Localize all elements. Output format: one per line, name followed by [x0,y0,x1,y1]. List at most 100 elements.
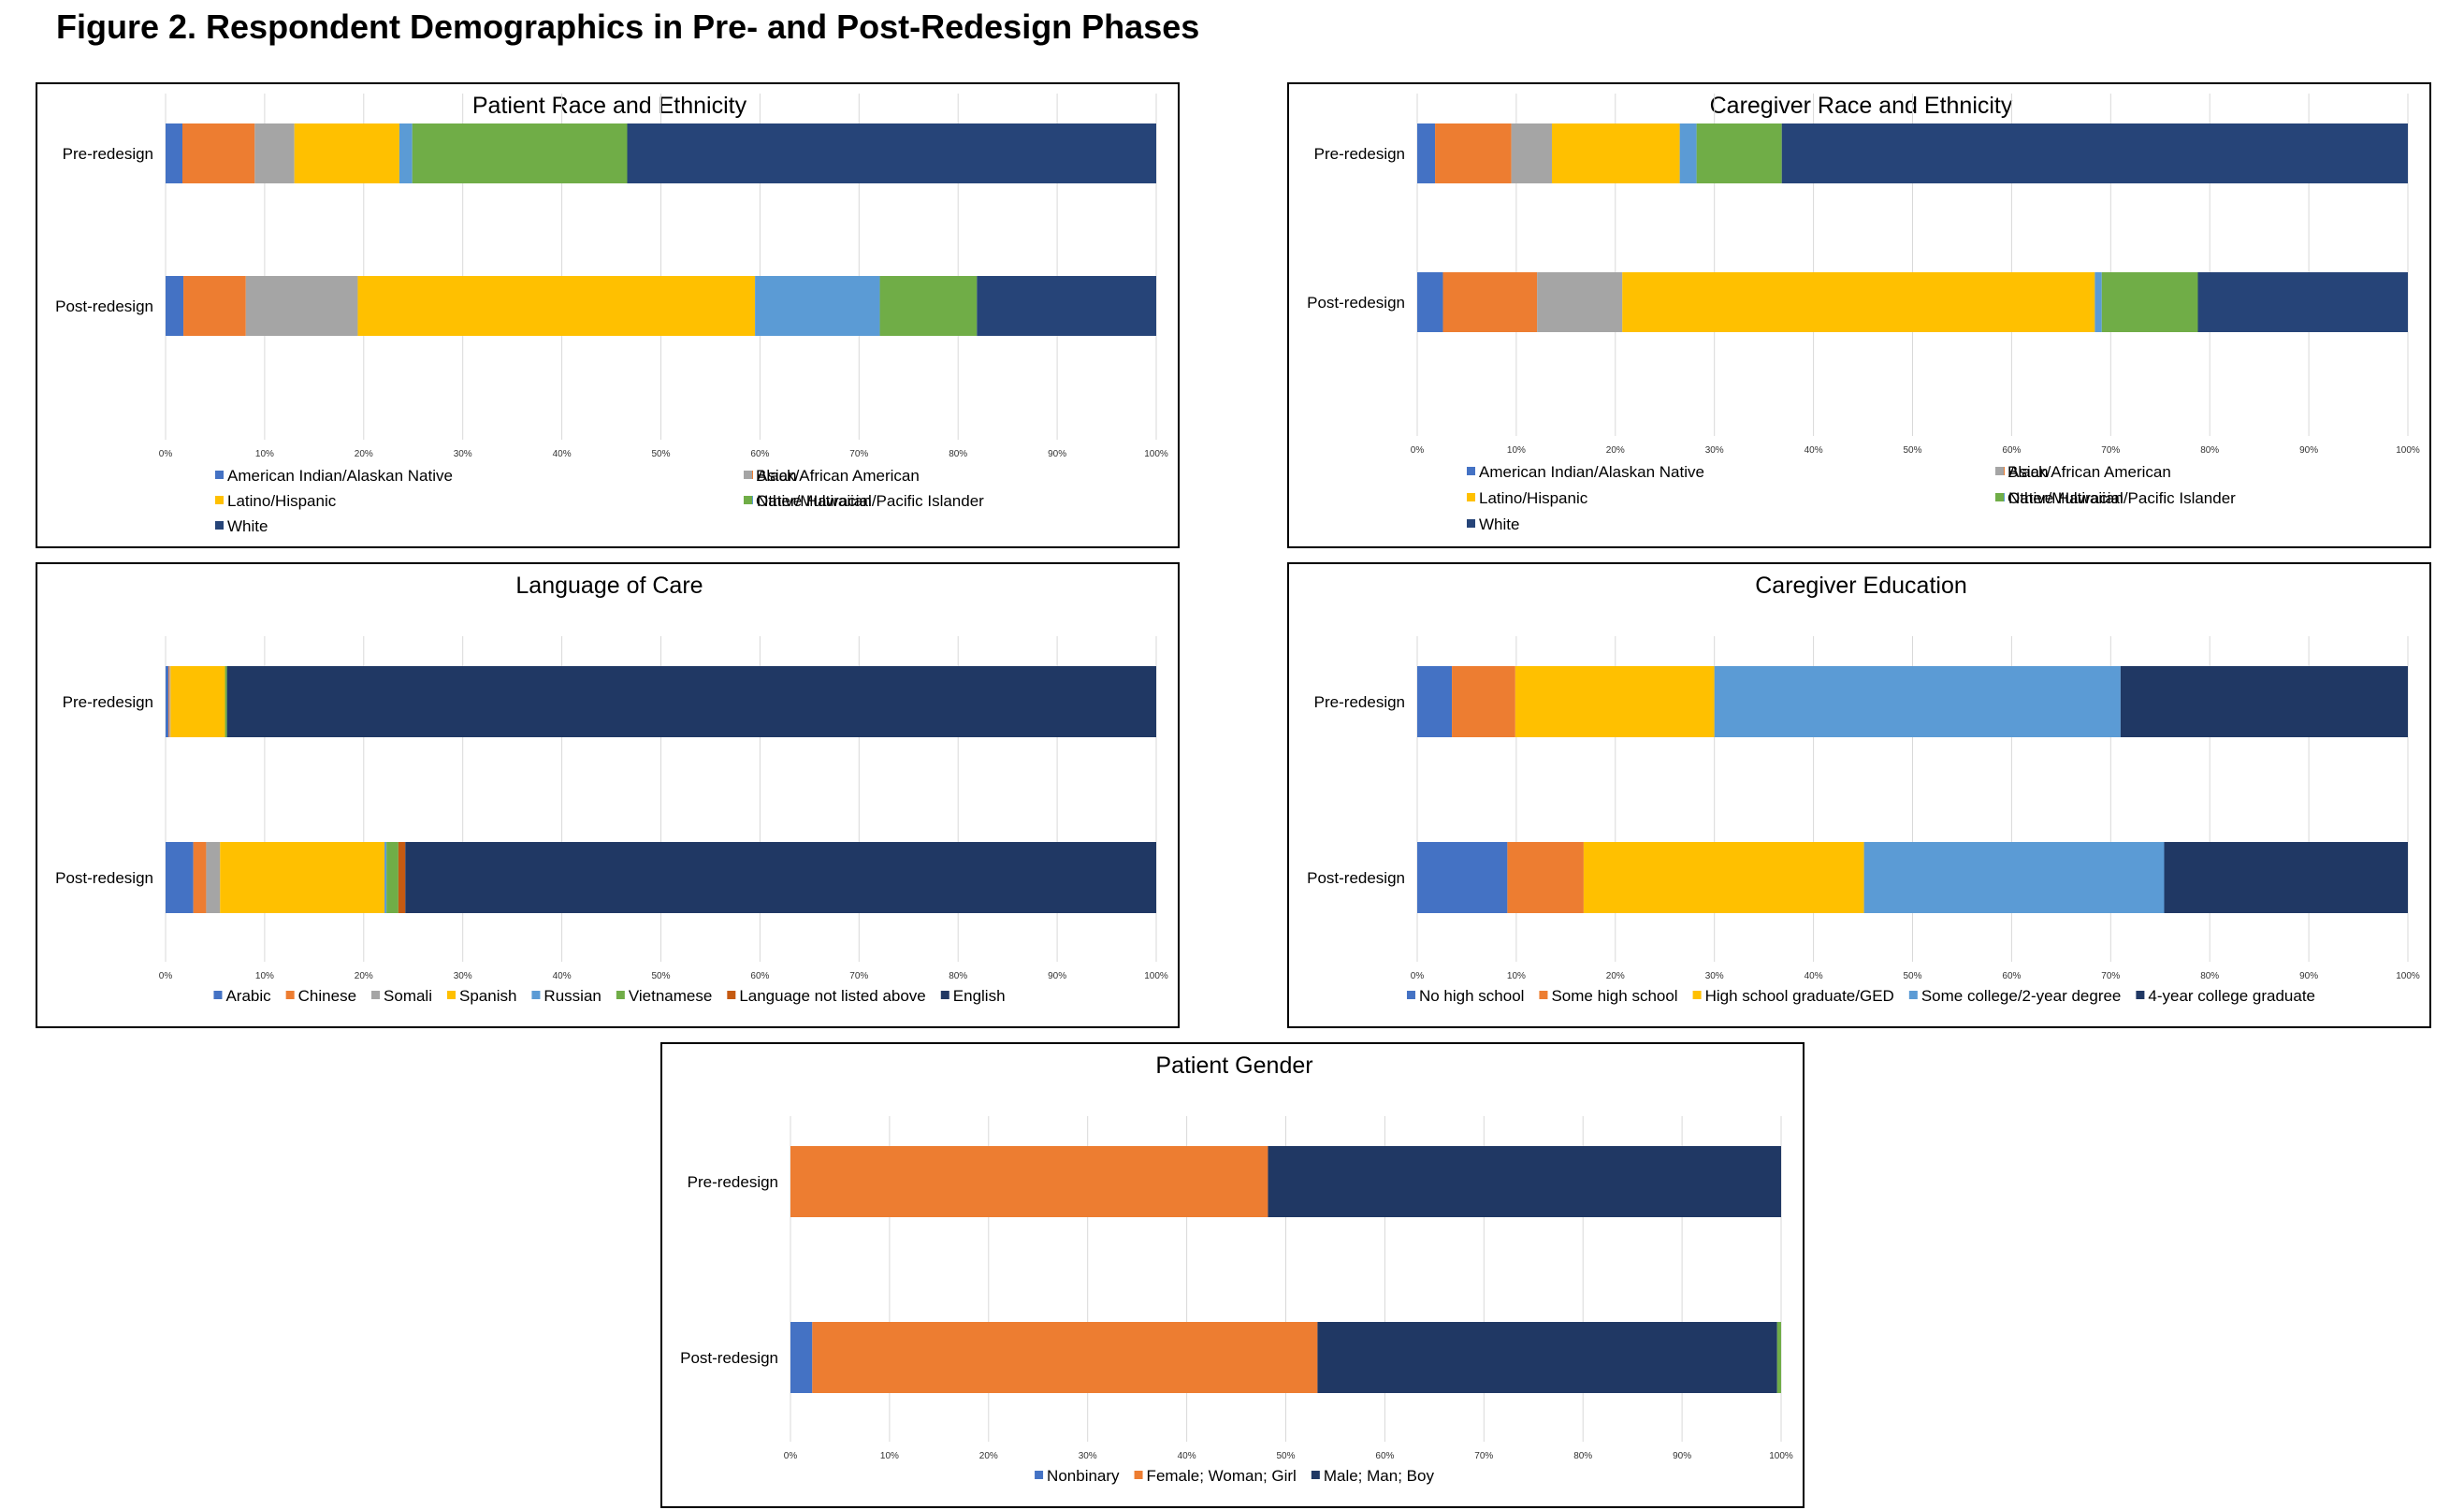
x-tick-label: 30% [1079,1451,1097,1461]
legend-label-4-year-college-graduate: 4-year college graduate [2148,987,2315,1005]
bar-segment-post-redesign-series-3 [1776,1322,1781,1393]
patient-gender-chart-panel: Patient Gender 0% 10% 20% 30% 40% 50% 60% 70% 80%… [660,1042,1805,1508]
x-tick-label: 80% [949,971,967,981]
x-tick-label: 20% [1606,445,1625,456]
legend-label-female-woman-girl: Female; Woman; Girl [1147,1467,1297,1485]
x-tick-label: 30% [454,971,472,981]
bar-segment-pre-redesign-white [627,123,1156,183]
legend-label-native-hawaiian-pacific-islander: Native Hawaiian/Pacific Islander [757,492,984,510]
legend-label-russian: Russian [544,987,601,1005]
bar-segment-pre-redesign-asian [182,123,255,183]
legend-label-asian: Asian [2008,463,2049,481]
legend-swatch [1539,991,1548,999]
x-tick-label: 90% [1048,449,1066,459]
legend-swatch [1134,1471,1143,1479]
x-tick-label: 0% [784,1451,798,1461]
chart-title: Caregiver Race and Ethnicity [1710,93,2013,119]
bar-segment-post-redesign-black-african-american [245,276,358,336]
legend-label-other-multiracial: Other/Multiracial [756,492,872,510]
category-label-pre-redesign: Pre-redesign [688,1173,778,1191]
bar-segment-pre-redesign-other-multiracial [412,123,628,183]
chart-legend: Arabic Chinese Somali Spanish Russian Vietnam… [213,987,1006,1005]
legend-label-native-hawaiian-pacific-islander: Native Hawaiian/Pacific Islander [2008,489,2236,507]
legend-swatch [940,991,949,999]
legend-swatch [531,991,541,999]
bar-segment-pre-redesign-4-year-college-graduate [2120,666,2408,737]
legend-label-arabic: Arabic [225,987,271,1005]
x-tick-label: 90% [2299,445,2318,456]
figure-title: Figure 2. Respondent Demographics in Pre… [56,7,1200,46]
chart-title: Patient Gender [1155,1053,1312,1079]
x-tick-label: 20% [355,971,373,981]
x-tick-label: 20% [979,1451,998,1461]
x-tick-label: 10% [880,1451,899,1461]
bar-segment-pre-redesign-vietnamese [225,666,227,737]
patient-race-chart-panel: Patient Race and Ethnicity 0% 10% 20% 30% 40%… [36,82,1180,548]
bar-segment-post-redesign-latino-hispanic [357,276,756,336]
bar-segment-post-redesign-latino-hispanic [1622,272,2095,332]
legend-label-some-college-2-year-degree: Some college/2-year degree [1921,987,2122,1005]
category-label-pre-redesign: Pre-redesign [1314,693,1405,711]
x-tick-label: 0% [1411,445,1425,456]
legend-swatch [744,471,752,479]
legend-swatch [371,991,381,999]
bar-segment-post-redesign-male-man-boy [1317,1322,1777,1393]
bar-segment-pre-redesign-latino-hispanic [294,123,399,183]
bar-segment-pre-redesign-chinese [168,666,170,737]
legend-label-other-multiracial: Other/Multiracial [2007,489,2123,507]
legend-label-spanish: Spanish [459,987,516,1005]
x-tick-label: 20% [355,449,373,459]
legend-swatch [1467,493,1475,501]
legend-swatch [1908,991,1918,999]
x-tick-label: 20% [1606,971,1625,981]
bar-segment-pre-redesign-american-indian-alaskan-native [166,123,183,183]
legend-label-american-indian-alaskan-native: American Indian/Alaskan Native [227,467,453,485]
x-tick-label: 40% [553,971,572,981]
language-of-care-chart-panel: Language of Care 0% 10% 20% 30% 40% 50% 60% 70% 8… [36,562,1180,1028]
x-tick-label: 70% [1474,1451,1493,1461]
bar-segment-post-redesign-native-hawaiian-pacific-islander [755,276,880,336]
legend-swatch [215,471,224,479]
bar-segment-post-redesign-other-multiracial [879,276,978,336]
bar-segment-post-redesign-4-year-college-graduate [2164,842,2408,913]
bar-segment-pre-redesign-some-high-school [1452,666,1515,737]
x-tick-label: 60% [2002,445,2021,456]
legend-swatch [1035,1471,1044,1479]
x-tick-label: 90% [1673,1451,1691,1461]
bar-segment-post-redesign-american-indian-alaskan-native [166,276,184,336]
legend-swatch [744,496,752,504]
bar-segment-pre-redesign-english [226,666,1156,737]
language-chart-svg: Language of Care 0% 10% 20% 30% 40% 50% 60% 70% 8… [55,573,1168,1005]
x-tick-label: 0% [159,449,173,459]
bar-segment-post-redesign-vietnamese [386,842,399,913]
legend-label-some-high-school: Some high school [1551,987,1677,1005]
chart-title: Language of Care [515,573,703,599]
bar-segment-pre-redesign-female-woman-girl [790,1146,1268,1217]
category-label-post-redesign: Post-redesign [1307,294,1405,312]
x-tick-label: 30% [1705,445,1724,456]
category-label-post-redesign: Post-redesign [680,1349,778,1367]
chart-legend: Nonbinary Female; Woman; Girl Male; Man; B… [1035,1467,1434,1485]
x-tick-label: 50% [1903,971,1921,981]
bar-segment-pre-redesign-asian [1435,123,1512,183]
legend-swatch [616,991,625,999]
bar-segment-post-redesign-asian [1442,272,1538,332]
x-tick-label: 10% [255,449,274,459]
bar-segment-pre-redesign-male-man-boy [1268,1146,1781,1217]
legend-label-vietnamese: Vietnamese [629,987,712,1005]
legend-swatch [2136,991,2145,999]
legend-swatch [213,991,223,999]
legend-label-black-african-american: Black/African American [2007,463,2171,481]
legend-label-american-indian-alaskan-native: American Indian/Alaskan Native [1479,463,1704,481]
x-tick-label: 100% [1144,449,1168,459]
legend-label-high-school-graduate-ged: High school graduate/GED [1705,987,1894,1005]
x-tick-label: 30% [454,449,472,459]
x-tick-label: 50% [1276,1451,1295,1461]
legend-label-chinese: Chinese [298,987,356,1005]
legend-swatch [1995,493,2004,501]
x-tick-label: 10% [1507,445,1526,456]
x-tick-label: 60% [1375,1451,1394,1461]
bar-segment-pre-redesign-american-indian-alaskan-native [1417,123,1436,183]
legend-swatch [285,991,295,999]
gender-chart-svg: Patient Gender 0% 10% 20% 30% 40% 50% 60% 70% 80%… [680,1053,1793,1485]
